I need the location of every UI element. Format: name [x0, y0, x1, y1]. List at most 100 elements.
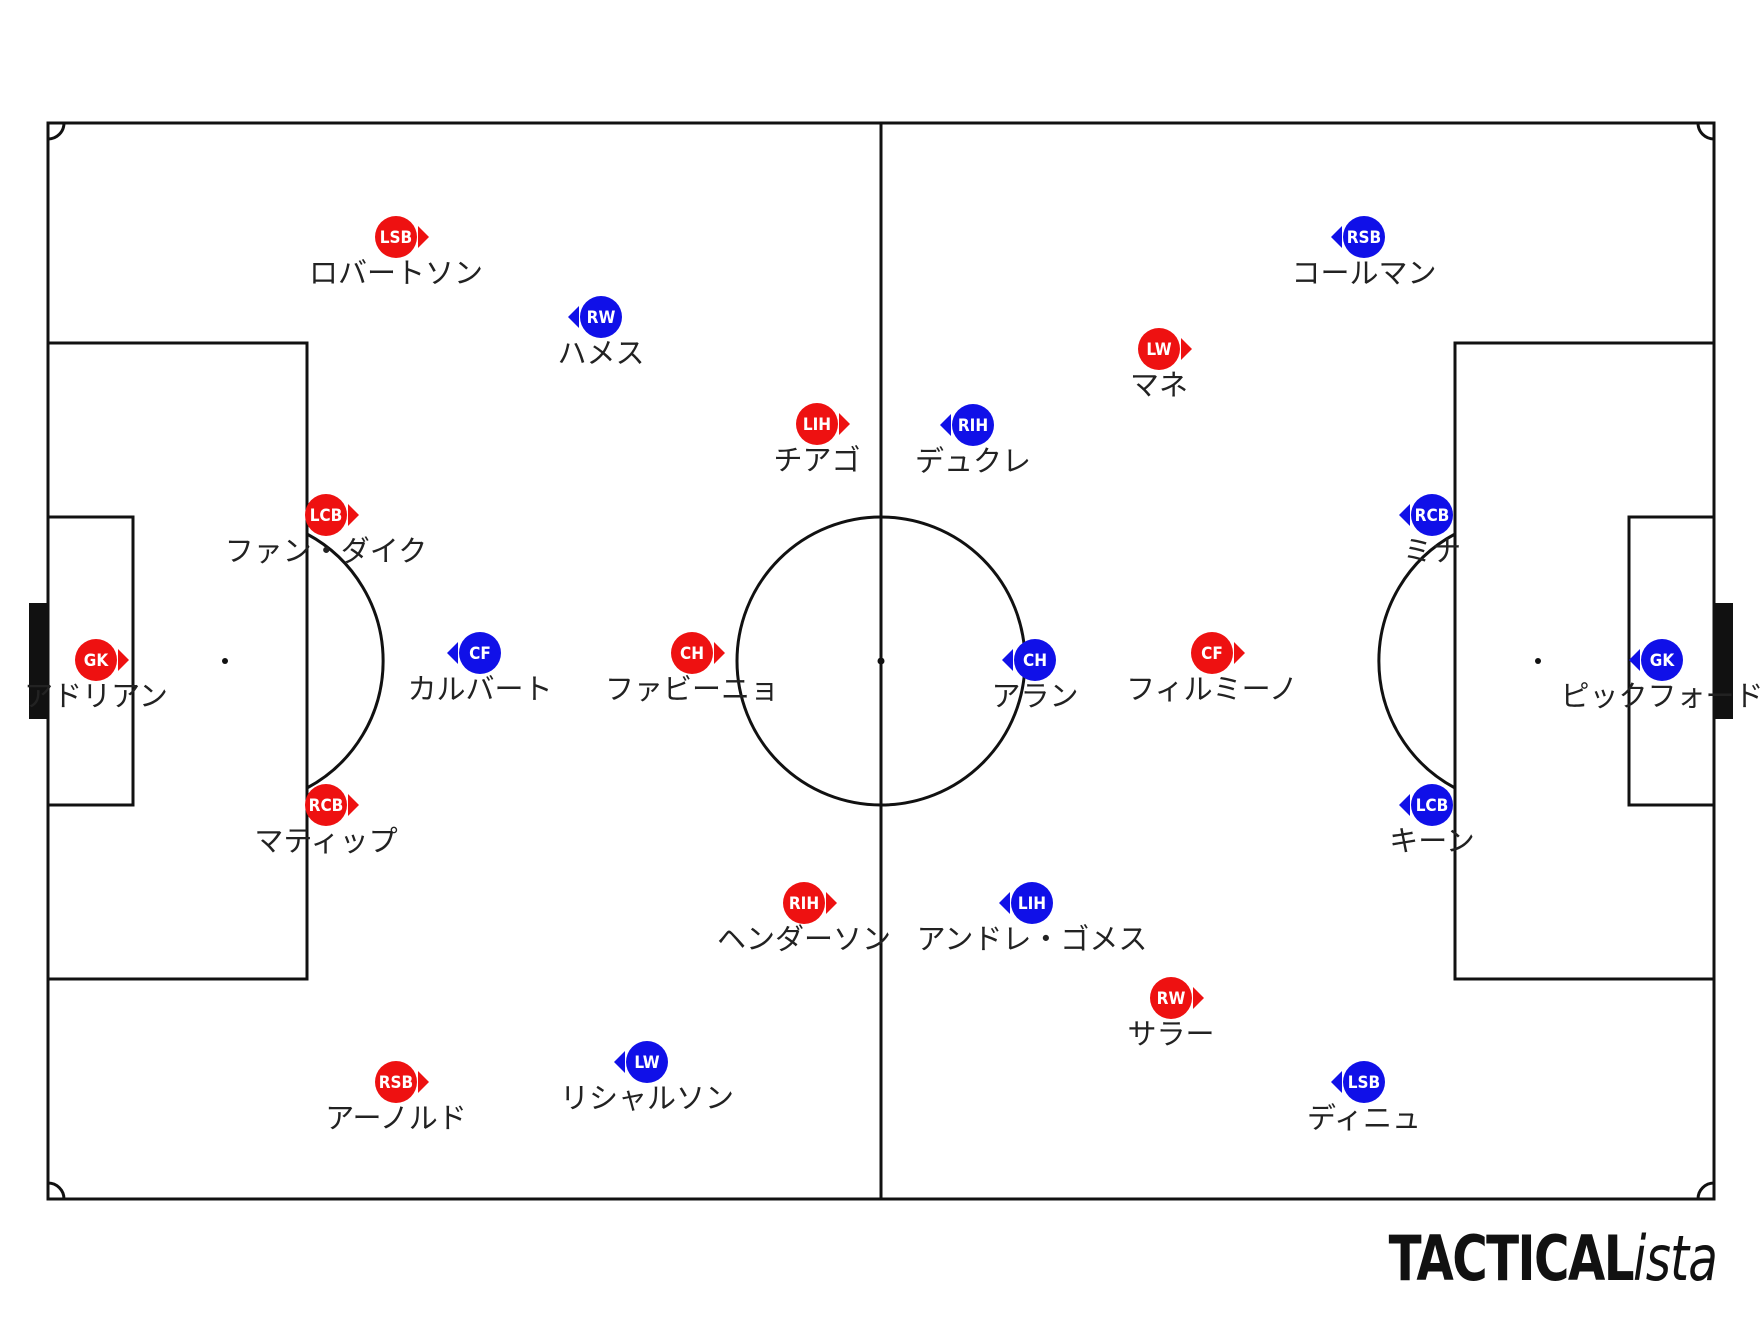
player-marker: RW ハメス [557, 296, 645, 370]
player-name: ヘンダーソン [717, 922, 891, 956]
player-marker: LCB ファン・ダイク [225, 494, 427, 568]
player-marker: RSB アーノルド [325, 1061, 467, 1135]
corner-arc-top-right [1696, 122, 1715, 141]
player-name: ハメス [557, 336, 644, 370]
position-label: RCB [309, 796, 344, 816]
position-label: CH [680, 644, 704, 664]
position-label: LSB [380, 228, 412, 248]
direction-arrow-icon [999, 892, 1010, 914]
position-label: LSB [1348, 1073, 1380, 1093]
direction-arrow-icon [839, 413, 850, 435]
player-badge [796, 403, 838, 445]
player-badge [952, 404, 994, 446]
position-label: CF [469, 644, 491, 664]
player-name: ピックフォード [1560, 679, 1760, 713]
player-badge [305, 784, 347, 826]
player-badge [1014, 639, 1056, 681]
player-name: キーン [1389, 824, 1475, 858]
player-badge [671, 632, 713, 674]
player-name: サラー [1127, 1017, 1214, 1051]
direction-arrow-icon [447, 642, 458, 664]
direction-arrow-icon [1002, 649, 1013, 671]
player-badge [1343, 1061, 1385, 1103]
right-goal [1714, 603, 1733, 719]
left-penalty-arc [306, 532, 385, 790]
brand-italic-text: ista [1632, 1222, 1718, 1295]
position-label: LCB [1416, 796, 1449, 816]
players-layer: LSB ロバートソン LCB ファン・ダイク GK アドリアン RCB マティップ RSB アーノ… [24, 216, 1760, 1135]
player-marker: RCB ミナ [1399, 494, 1461, 568]
brand-main-text: TACTICAL [1388, 1222, 1634, 1295]
player-badge [1641, 639, 1683, 681]
position-label: GK [1650, 651, 1676, 671]
player-marker: CF カルバート [407, 632, 553, 706]
player-name: マネ [1130, 368, 1188, 402]
player-marker: GK ピックフォード [1560, 639, 1760, 713]
direction-arrow-icon [1331, 1071, 1342, 1093]
player-badge [626, 1041, 668, 1083]
position-label: LW [1146, 340, 1171, 360]
position-label: LIH [1018, 894, 1046, 914]
direction-arrow-icon [1234, 642, 1245, 664]
position-label: RSB [1347, 228, 1381, 248]
player-name: アーノルド [325, 1101, 467, 1135]
player-badge [1411, 784, 1453, 826]
player-marker: GK アドリアン [24, 639, 168, 713]
player-name: フィルミーノ [1126, 672, 1298, 706]
direction-arrow-icon [614, 1051, 625, 1073]
direction-arrow-icon [1629, 649, 1640, 671]
player-badge [580, 296, 622, 338]
player-name: ディニュ [1307, 1101, 1421, 1135]
player-name: チアゴ [773, 443, 860, 477]
player-badge [1138, 328, 1180, 370]
corner-arc-top-left [47, 122, 66, 141]
player-name: ファビーニョ [605, 672, 779, 706]
left-penalty-spot [222, 658, 228, 664]
direction-arrow-icon [1181, 338, 1192, 360]
corner-arc-bottom-left [47, 1181, 66, 1200]
player-badge [1011, 882, 1053, 924]
player-badge [1150, 977, 1192, 1019]
direction-arrow-icon [940, 414, 951, 436]
player-marker: RCB マティップ [254, 784, 398, 858]
player-name: ミナ [1403, 534, 1461, 568]
centre-spot [877, 657, 885, 665]
player-name: アンドレ・ゴメス [917, 922, 1148, 956]
position-label: LIH [803, 415, 831, 435]
player-name: コールマン [1291, 256, 1436, 290]
player-badge [1191, 632, 1233, 674]
player-marker: CF フィルミーノ [1126, 632, 1298, 706]
position-label: RIH [958, 416, 988, 436]
player-badge [459, 632, 501, 674]
player-badge [1343, 216, 1385, 258]
brand-logo: TACTICALista [1296, 1222, 1718, 1295]
player-marker: LIH チアゴ [773, 403, 861, 477]
player-marker: LSB ロバートソン [309, 216, 483, 290]
direction-arrow-icon [714, 642, 725, 664]
player-name: デュクレ [915, 444, 1031, 478]
player-badge [375, 216, 417, 258]
player-badge [305, 494, 347, 536]
player-marker: CH アラン [991, 639, 1079, 713]
direction-arrow-icon [418, 226, 429, 248]
position-label: CF [1201, 644, 1223, 664]
player-marker: RIH ヘンダーソン [717, 882, 891, 956]
player-name: リシャルソン [560, 1081, 734, 1115]
player-name: アドリアン [24, 679, 168, 713]
direction-arrow-icon [1399, 504, 1410, 526]
direction-arrow-icon [348, 794, 359, 816]
player-marker: LW マネ [1130, 328, 1192, 402]
player-badge [75, 639, 117, 681]
position-label: GK [84, 651, 110, 671]
direction-arrow-icon [1331, 226, 1342, 248]
player-marker: LIH アンドレ・ゴメス [917, 882, 1148, 956]
direction-arrow-icon [1193, 987, 1204, 1009]
position-label: RSB [379, 1073, 413, 1093]
position-label: LCB [310, 506, 343, 526]
player-name: アラン [991, 679, 1078, 713]
player-badge [1411, 494, 1453, 536]
direction-arrow-icon [568, 306, 579, 328]
player-badge [375, 1061, 417, 1103]
direction-arrow-icon [826, 892, 837, 914]
